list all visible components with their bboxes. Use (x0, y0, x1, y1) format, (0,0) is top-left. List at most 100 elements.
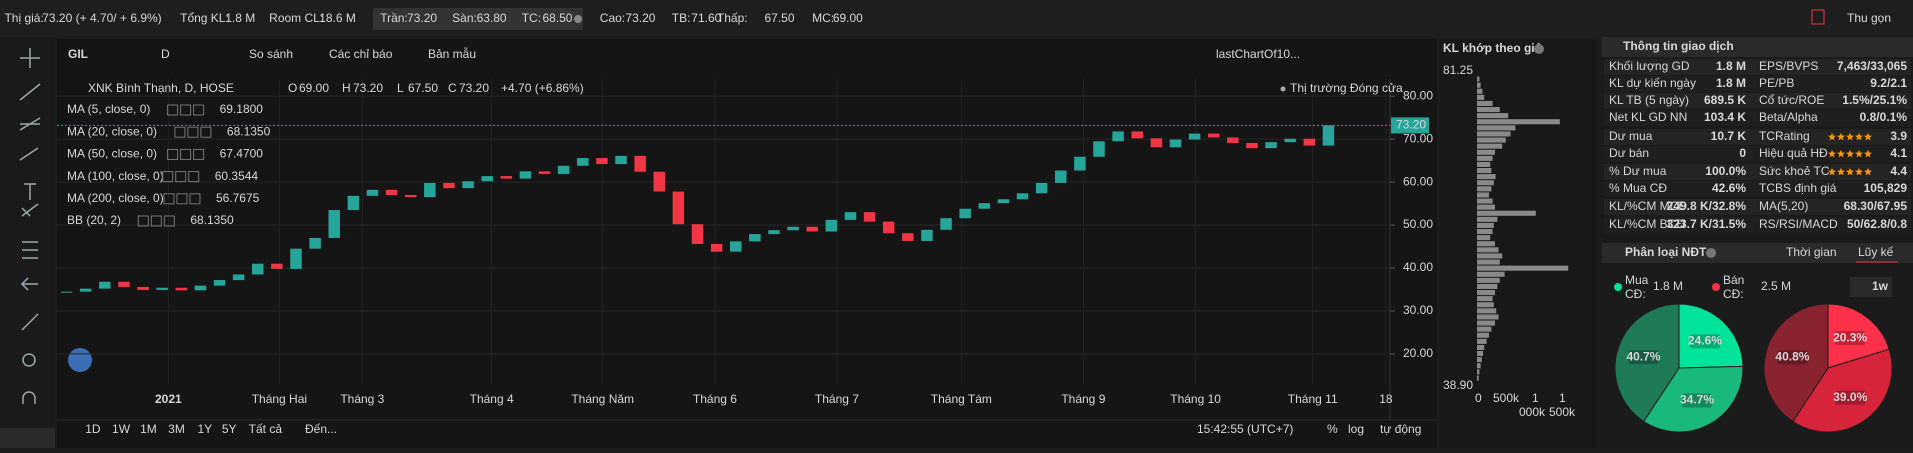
indicator-icon[interactable] (167, 104, 179, 116)
range-button[interactable]: 1Y (197, 422, 212, 436)
candle (768, 230, 780, 235)
candle (653, 171, 665, 192)
vp-axis-label: 0 (1475, 391, 1482, 405)
symbol[interactable]: GIL (68, 47, 88, 61)
indicator-name[interactable]: MA (50, close, 0) (67, 147, 157, 161)
indicator-name[interactable]: MA (100, close, 0) (67, 169, 164, 183)
candle (863, 212, 876, 222)
pie-label-bg (1777, 350, 1808, 365)
period-box[interactable] (1850, 277, 1892, 297)
info-value: 249.8 K/32.8% (1667, 199, 1747, 213)
candle (385, 189, 398, 195)
pie-slice (1792, 348, 1893, 433)
star (1864, 132, 1872, 141)
layout-name[interactable]: lastChartOf10... (1216, 47, 1300, 61)
indicator-icon[interactable] (167, 148, 179, 160)
info-value: 3.9 (1890, 129, 1907, 143)
top-label: TC: (522, 11, 541, 25)
legend-label: Bán (1723, 273, 1744, 287)
legend-value: 1.8 M (1653, 279, 1683, 293)
collapse-text[interactable]: Thu gọn (1847, 11, 1891, 25)
toolbar-button[interactable]: Các chỉ báo (329, 47, 393, 61)
volume-bar (1477, 320, 1495, 326)
log-toggle[interactable]: log (1348, 422, 1364, 436)
indicator-name[interactable]: MA (5, close, 0) (67, 102, 150, 116)
auto-toggle[interactable]: tự động (1380, 422, 1421, 436)
indicator-icon[interactable] (200, 126, 212, 138)
indicator-name[interactable]: BB (20, 2) (67, 213, 121, 227)
range-button[interactable]: 1D (85, 422, 101, 436)
top-value: 67.50 (765, 11, 795, 25)
indicator-icon[interactable] (174, 126, 186, 138)
interval[interactable]: D (161, 47, 170, 61)
star (1837, 167, 1845, 176)
indicator-icon[interactable] (193, 104, 205, 116)
percent-toggle[interactable]: % (1327, 422, 1338, 436)
info-label: Beta/Alpha (1759, 110, 1818, 124)
indicator-icon[interactable] (187, 126, 199, 138)
candle (309, 237, 321, 249)
info-value: 10.7 K (1711, 129, 1747, 143)
star (1846, 132, 1854, 141)
pie-label-bg (1628, 350, 1659, 365)
volume-bar (1477, 131, 1511, 137)
top-bar (0, 0, 1913, 37)
top-value: 63.80 (477, 11, 507, 25)
range-button[interactable]: 3M (168, 422, 185, 436)
goto[interactable]: Đến... (305, 422, 337, 436)
last-price-tag (1391, 117, 1429, 134)
candle (940, 218, 952, 230)
range-button[interactable]: Tất cả (249, 422, 283, 436)
toolbar-button[interactable]: So sánh (249, 47, 293, 61)
indicator-icon[interactable] (162, 171, 174, 183)
volume-bar (1477, 283, 1498, 289)
toolbar-button[interactable]: Bản mẫu (428, 46, 476, 61)
indicator-icon[interactable] (176, 193, 188, 205)
info-label: Khối lượng GD (1609, 59, 1690, 73)
volume-bar (1477, 235, 1491, 241)
y-tick-label: 40.00 (1403, 260, 1433, 274)
candle (99, 281, 111, 289)
indicator-icon[interactable] (163, 193, 175, 205)
candle (1265, 142, 1277, 149)
top-value: 69.00 (833, 11, 863, 25)
candle (557, 165, 570, 174)
volume-bar (1477, 161, 1491, 167)
volume-bar (1477, 259, 1500, 265)
range-button[interactable]: 1M (140, 422, 157, 436)
candle (749, 234, 761, 242)
vp-axis-label: 500k (1493, 391, 1520, 405)
indicator-icon[interactable] (180, 148, 192, 160)
collapse-button[interactable] (0, 428, 55, 448)
indicator-value: 56.7675 (216, 191, 260, 205)
indicator-icon[interactable] (175, 171, 187, 183)
info-value: 0.8/0.1% (1860, 110, 1908, 124)
indicator-icon[interactable] (163, 215, 175, 227)
collapse-icon[interactable] (1811, 9, 1825, 25)
pie-slice (1614, 303, 1680, 423)
range-button[interactable]: 5Y (222, 422, 237, 436)
indicator-icon[interactable] (150, 215, 162, 227)
indicator-icon[interactable] (180, 104, 192, 116)
info-label: KL TB (5 ngày) (1609, 93, 1689, 107)
candle (290, 248, 302, 269)
vp-axis-label: 1 (1532, 391, 1539, 405)
period[interactable]: 1w (1872, 279, 1889, 293)
y-tick-label: 50.00 (1403, 217, 1433, 231)
legend-label: Mua (1625, 273, 1649, 287)
pie-slice (1642, 365, 1744, 433)
indicator-icon[interactable] (188, 171, 200, 183)
tab-active[interactable]: Lũy kế (1858, 245, 1894, 259)
volume-bar (1477, 222, 1494, 228)
indicator-icon[interactable] (137, 215, 149, 227)
tab[interactable]: Thời gian (1786, 245, 1837, 259)
range-button[interactable]: 1W (112, 422, 131, 436)
indicator-icon[interactable] (193, 148, 205, 160)
indicator-icon[interactable] (189, 193, 201, 205)
clock: 15:42:55 (UTC+7) (1197, 422, 1293, 436)
indicator-name[interactable]: MA (200, close, 0) (67, 191, 164, 205)
info-label: TCRating (1759, 129, 1810, 143)
indicator-name[interactable]: MA (20, close, 0) (67, 124, 157, 138)
pie-label: 24.6% (1688, 334, 1722, 348)
candle (252, 263, 264, 275)
